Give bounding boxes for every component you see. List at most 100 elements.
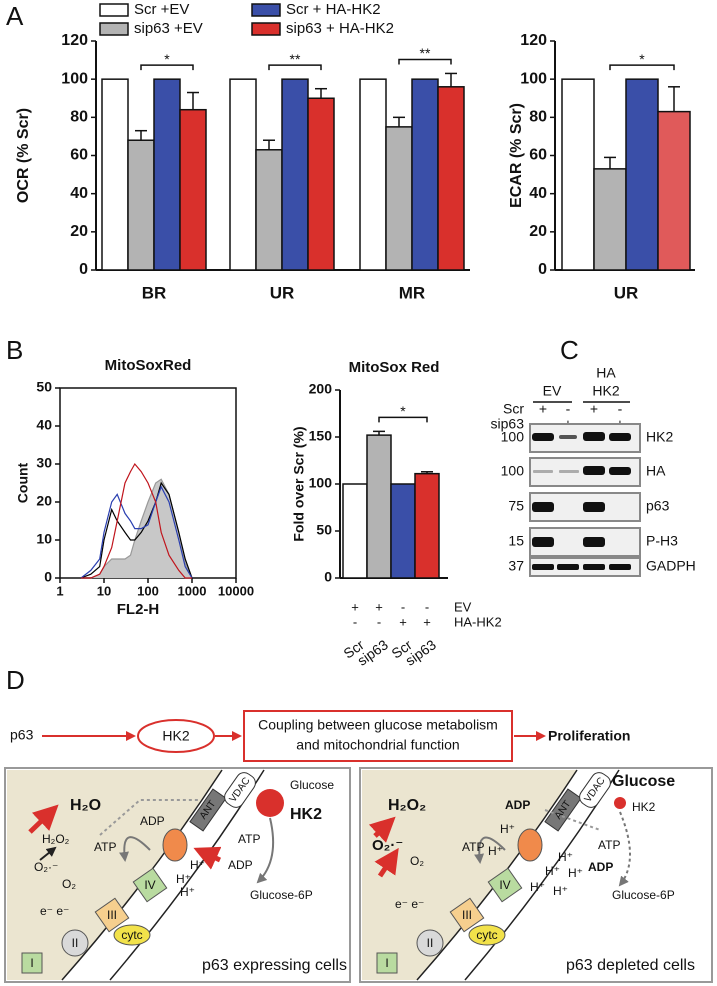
diagram-label: I [30,956,33,970]
y-tick-label: 40 [529,185,547,202]
legend-label: sip63 +EV [134,20,203,37]
diagram-label: H⁺ [190,858,205,872]
arrow [39,846,57,861]
complex [416,929,444,957]
bar [625,78,659,271]
diagram-label: Glucose-6P [612,888,675,902]
diagram-label: ADP [140,814,165,828]
band [583,502,605,512]
band [583,537,605,547]
vdac [224,772,256,808]
y-tick-label: 20 [529,223,547,240]
significance: ** [420,45,431,61]
blot-group: HK2 [592,383,619,399]
band [609,564,631,570]
y-tick-label: 80 [529,109,547,126]
legend-swatch [99,3,129,17]
pathway-node: Coupling between glucose metabolism [258,717,498,733]
diagram-label: H₂O₂ [42,832,70,846]
y-tick-label: 0 [44,569,52,585]
size-marker: 37 [508,558,524,574]
condition-sign: + [375,599,383,614]
histogram-line [81,462,192,579]
diagram-label: cytc [476,928,497,942]
vdac [579,772,611,808]
complex [21,952,43,974]
arrow [119,836,151,862]
cell-left: H₂O H₂O₂ O₂·⁻ O₂ e⁻ e⁻ ATP ADP ANT VDAC … [4,767,351,983]
y-tick-label: 0 [79,261,88,278]
pathway-node: and mitochondrial function [296,737,459,753]
bar [385,126,413,271]
y-tick-label: 200 [309,381,333,397]
arrow [618,811,631,887]
diagram-label: ADP [588,860,613,874]
y-tick-label: 20 [36,493,52,509]
diagram-label: O₂ [410,854,424,868]
y-tick-label: 60 [529,147,547,164]
bar [342,483,368,579]
size-marker: 75 [508,498,524,514]
condition-sign: - [401,599,405,614]
complex [376,952,398,974]
x-tick-label: 10000 [218,583,254,598]
pathway-node: Proliferation [548,728,630,744]
y-tick-label: 120 [61,32,88,49]
y-tick-label: 0 [538,261,547,278]
diagram-label: Glucose [290,778,334,792]
diagram-label: II [72,936,79,950]
bar [359,78,387,271]
band [609,433,631,441]
hk2-free [614,797,626,809]
bar [307,97,335,271]
arrow [256,817,275,884]
y-axis-label: Count [15,462,31,503]
band [559,470,579,473]
bar [593,168,627,271]
diagram-label: HK2 [290,806,322,823]
diagram-label: H₂O [70,797,101,814]
y-tick-label: 30 [36,455,52,471]
diagram-label: IV [144,878,155,892]
y-tick-label: 100 [309,475,333,491]
condition-name: HA-HK2 [454,614,502,629]
band [583,432,605,441]
x-axis-label: FL2-H [117,601,160,618]
x-tick-label: MR [399,283,425,302]
x-tick-label: 100 [137,583,159,598]
arrow [193,846,222,870]
bar [255,149,283,271]
bar [127,139,155,271]
y-tick-label: 50 [316,522,332,538]
ant [189,788,227,832]
diagram-label: H⁺ [545,864,560,878]
cell-right: H₂O₂ O₂·⁻ O₂ e⁻ e⁻ ADP ATP H⁺ H⁺ ANT VDA… [359,767,713,983]
diagram-label: cytc [121,928,142,942]
complex [487,867,523,903]
significance-bracket [140,64,194,71]
condition-sign: + [423,614,431,629]
diagram-label: H⁺ [180,885,195,899]
y-tick-label: 60 [70,147,88,164]
protein-label: HK2 [646,429,673,445]
x-tick-label: 1 [56,583,63,598]
protein-label: P-H3 [646,533,678,549]
bar [101,78,129,271]
band [532,433,554,441]
y-axis-label: ECAR (% Scr) [508,103,525,208]
band [557,564,579,570]
diagram-label: II [427,936,434,950]
diagram-label: H⁺ [568,866,583,880]
legend-swatch [99,22,129,36]
atp-synthase [162,828,188,862]
diagram-label: III [462,908,472,922]
diagram-label: H⁺ [553,884,568,898]
diagram-label: e⁻ e⁻ [395,897,424,911]
y-tick-label: 20 [70,223,88,240]
condition-sign: - [377,614,381,629]
band [532,502,554,512]
arrow [474,836,506,864]
pathway-node: p63 [10,727,34,743]
cell-caption: p63 expressing cells [202,957,347,974]
